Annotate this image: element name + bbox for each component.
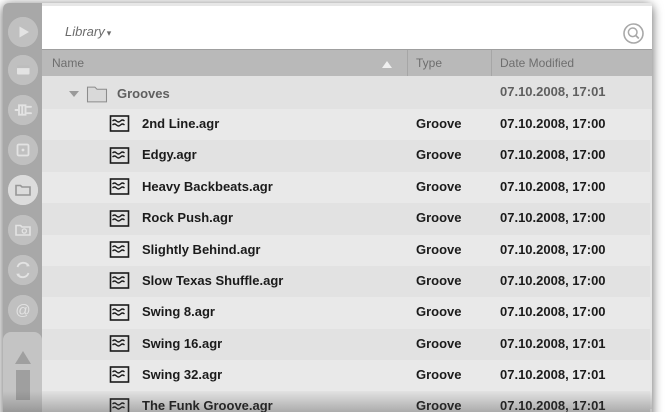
svg-text:@: @ (15, 302, 30, 319)
